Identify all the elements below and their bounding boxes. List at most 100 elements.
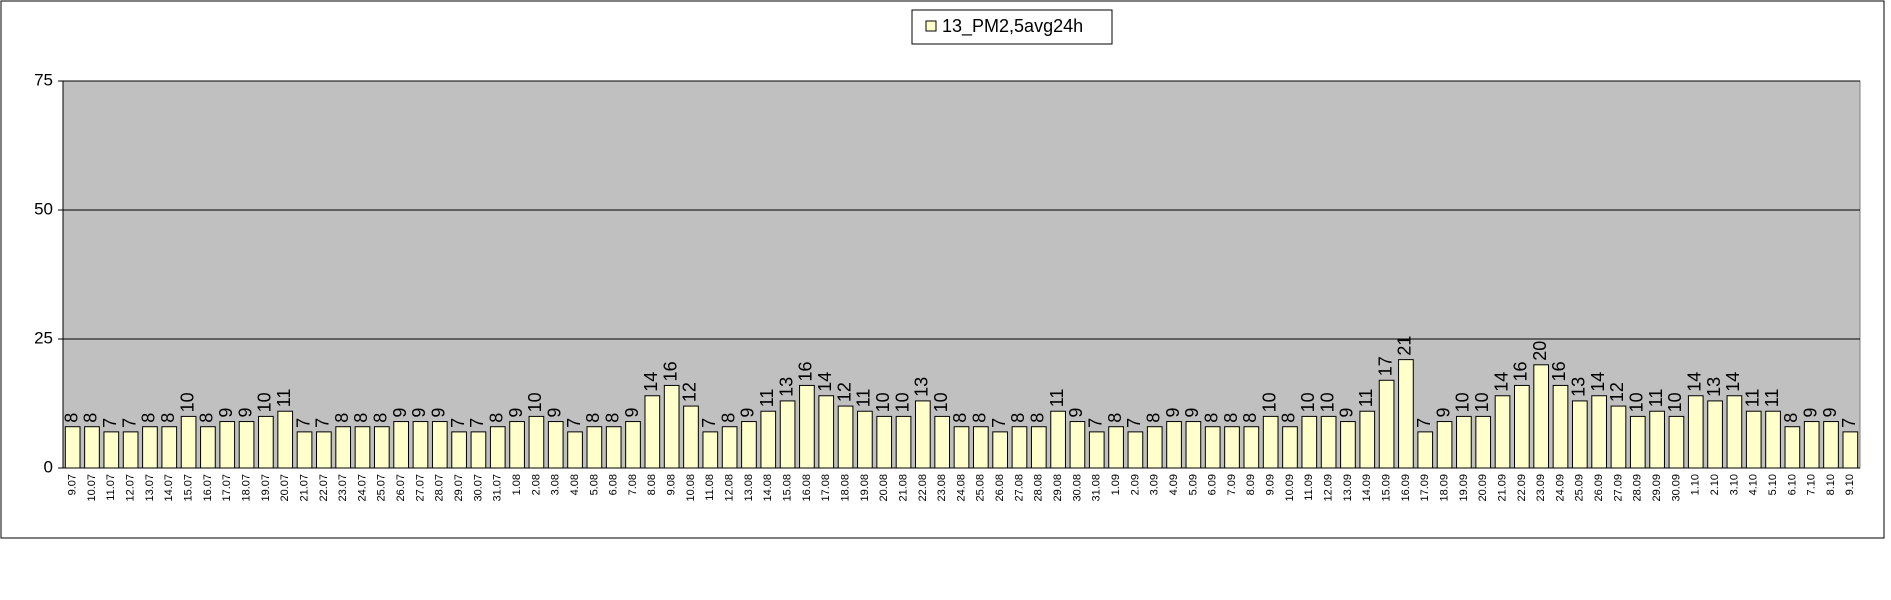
bar	[721, 426, 738, 469]
data-label: 12	[680, 382, 700, 402]
data-label: 10	[255, 392, 275, 412]
legend-label: 13_PM2,5avg24h	[942, 16, 1083, 37]
bar	[489, 426, 506, 469]
bar	[161, 426, 178, 469]
bar	[1378, 379, 1395, 469]
bar	[1765, 410, 1781, 469]
data-label: 9	[738, 408, 758, 418]
data-label: 9	[235, 408, 255, 418]
bar	[1243, 426, 1260, 469]
bar	[1533, 364, 1550, 469]
bar	[1842, 431, 1859, 469]
data-label: 8	[950, 413, 970, 423]
bar	[1687, 395, 1704, 469]
x-tick-label: 17.07	[221, 474, 233, 502]
bar	[1146, 426, 1163, 469]
data-label: 8	[583, 413, 603, 423]
x-tick-label: 18.07	[240, 474, 252, 502]
x-tick-label: 9.07	[67, 474, 79, 495]
x-tick-label: 12.07	[125, 474, 137, 502]
bar	[1571, 400, 1588, 469]
bar	[915, 400, 931, 469]
data-label: 7	[699, 418, 719, 428]
x-tick-label: 23.08	[936, 474, 948, 502]
bar	[1108, 426, 1124, 469]
x-tick-label: 24.08	[955, 474, 967, 502]
data-label: 10	[873, 392, 893, 412]
bar	[316, 431, 332, 469]
x-tick-label: 3.10	[1728, 474, 1740, 495]
data-label: 10	[1472, 392, 1492, 412]
data-label: 9	[622, 408, 642, 418]
data-label: 8	[1008, 413, 1028, 423]
data-label: 8	[1279, 413, 1299, 423]
x-tick-label: 25.09	[1574, 474, 1586, 502]
data-label: 10	[1259, 392, 1279, 412]
x-tick-label: 1.09	[1110, 474, 1122, 495]
bar	[1011, 426, 1028, 469]
bar	[1417, 431, 1434, 469]
x-tick-label: 13.08	[743, 474, 755, 502]
x-tick-label: 19.08	[859, 474, 871, 502]
x-tick-label: 25.07	[376, 474, 388, 502]
x-tick-label: 19.07	[260, 474, 272, 502]
x-tick-label: 20.08	[878, 474, 890, 502]
data-label: 10	[1665, 392, 1685, 412]
data-label: 14	[815, 372, 835, 392]
data-label: 7	[100, 418, 120, 428]
data-label: 13	[912, 377, 932, 397]
bar	[431, 421, 448, 469]
bar	[1359, 410, 1376, 469]
bar	[354, 426, 371, 469]
bar	[1726, 395, 1743, 469]
data-label: 8	[1105, 413, 1125, 423]
data-label: 9	[390, 408, 410, 418]
data-label: 14	[1685, 372, 1705, 392]
bar	[103, 431, 120, 469]
data-label: 16	[796, 361, 816, 381]
y-tick-label: 50	[34, 199, 53, 218]
x-tick-label: 22.09	[1516, 474, 1528, 502]
data-label: 11	[1047, 389, 1067, 408]
x-tick-label: 3.08	[550, 474, 562, 495]
x-tick-label: 11.09	[1303, 474, 1315, 501]
data-label: 9	[409, 408, 429, 418]
bar	[296, 431, 313, 469]
bar	[876, 415, 893, 469]
data-label: 9	[1800, 408, 1820, 418]
x-tick-label: 21.09	[1496, 474, 1508, 502]
x-tick-label: 6.08	[608, 474, 620, 495]
data-label: 10	[1453, 392, 1473, 412]
x-tick-label: 7.09	[1226, 474, 1238, 495]
data-label: 7	[1124, 418, 1144, 428]
bar	[953, 426, 970, 469]
y-tick-label: 0	[44, 457, 53, 476]
bar	[1552, 384, 1569, 469]
x-tick-label: 15.09	[1381, 474, 1393, 502]
x-tick-label: 31.08	[1091, 474, 1103, 502]
x-tick-label: 26.09	[1593, 474, 1605, 502]
x-tick-label: 11.07	[105, 474, 117, 501]
bar	[412, 421, 429, 469]
data-label: 10	[525, 392, 545, 412]
bar	[1475, 415, 1492, 469]
x-tick-label: 10.08	[685, 474, 697, 502]
x-tick-label: 18.09	[1438, 474, 1450, 502]
data-label: 12	[1607, 382, 1627, 402]
x-tick-label: 10.09	[1284, 474, 1296, 502]
data-label: 7	[467, 418, 487, 428]
data-label: 21	[1395, 336, 1415, 356]
x-tick-label: 15.08	[782, 474, 794, 502]
data-label: 8	[1143, 413, 1163, 423]
bar	[567, 431, 583, 469]
data-label: 8	[332, 413, 352, 423]
bar	[1262, 415, 1279, 469]
bar	[895, 415, 912, 469]
bar	[1436, 421, 1453, 469]
data-label: 9	[1820, 408, 1840, 418]
x-tick-label: 18.08	[839, 474, 851, 502]
x-tick-label: 7.10	[1806, 474, 1818, 495]
bar	[702, 431, 719, 469]
bar	[857, 410, 873, 469]
data-label: 10	[931, 392, 951, 412]
